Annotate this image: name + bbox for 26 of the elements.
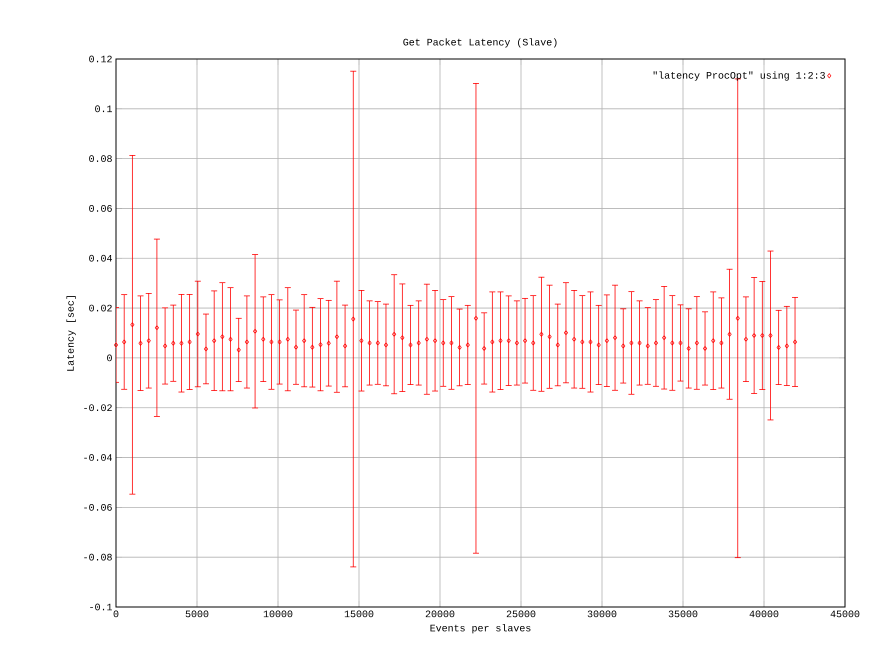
y-tick-label: 0.04	[89, 254, 112, 262]
x-axis-title: Events per slaves	[430, 624, 530, 634]
x-tick-label: 15000	[344, 610, 374, 618]
x-tick-label: 30000	[588, 610, 616, 618]
x-tick-label: 40000	[750, 610, 778, 618]
y-tick-label: 0.1	[95, 105, 112, 112]
y-tick-label: 0	[107, 354, 112, 362]
y-axis-title: Latency [sec]	[66, 296, 76, 371]
y-tick-label: -0.02	[84, 404, 112, 412]
y-tick-label: 0.06	[89, 205, 112, 212]
y-tick-label: 0.12	[89, 56, 112, 62]
y-tick-label: -0.04	[84, 454, 112, 461]
y-tick-label: -0.08	[84, 554, 112, 561]
x-tick-label: 5000	[186, 610, 208, 618]
x-tick-label: 20000	[426, 610, 454, 618]
x-tick-label: 35000	[668, 610, 698, 618]
x-tick-label: 45000	[830, 610, 860, 618]
y-tick-label: -0.1	[90, 604, 112, 610]
x-tick-label: 10000	[264, 610, 292, 618]
x-tick-label: 25000	[506, 610, 536, 618]
y-tick-label: -0.06	[84, 504, 112, 511]
legend-label: "latency ProcOpt" using 1:2:3	[654, 71, 825, 81]
x-tick-label: 0	[114, 610, 118, 618]
y-tick-label: 0.08	[89, 155, 112, 162]
chart-title: Get Packet Latency (Slave)	[403, 38, 557, 48]
y-tick-label: 0.02	[89, 304, 112, 312]
